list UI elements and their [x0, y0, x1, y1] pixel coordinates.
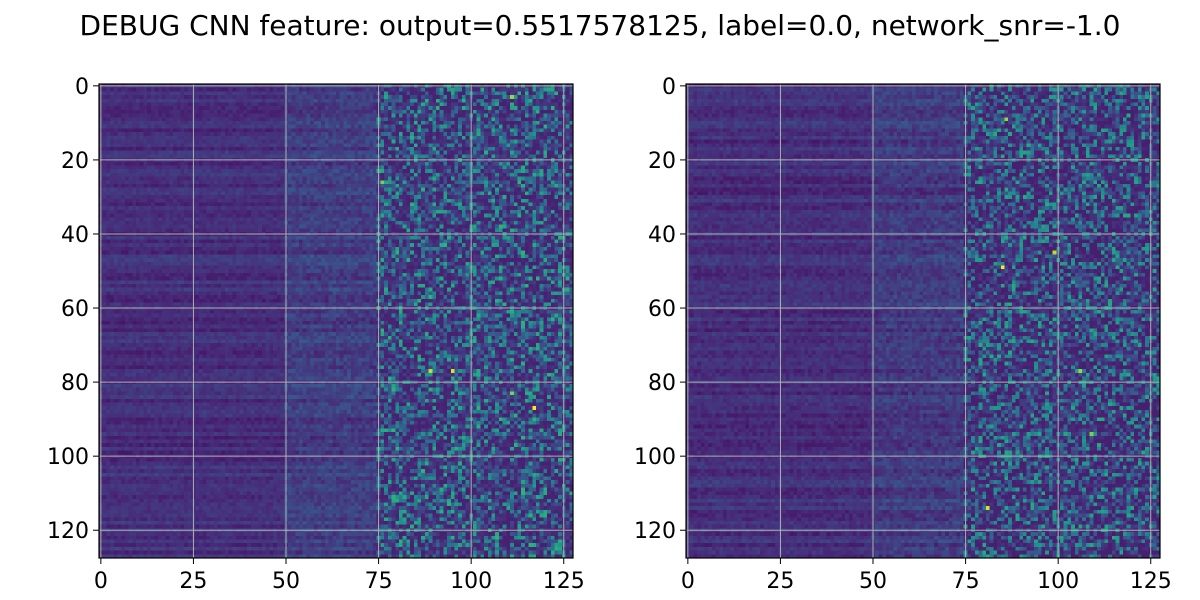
y-tick-label: 40 — [648, 223, 676, 248]
x-tick-label: 25 — [179, 569, 207, 594]
heatmap-cells — [99, 84, 573, 558]
y-tick-label: 60 — [61, 297, 89, 322]
x-tick-label: 50 — [859, 569, 887, 594]
y-tick-label: 0 — [662, 75, 676, 100]
y-tick-label: 40 — [61, 223, 89, 248]
heatmap-cells — [686, 84, 1160, 558]
x-tick-label: 75 — [952, 569, 980, 594]
y-tick-label: 0 — [75, 75, 89, 100]
y-tick-label: 80 — [648, 371, 676, 396]
x-tick-label: 125 — [1130, 569, 1172, 594]
y-tick-label: 20 — [61, 149, 89, 174]
y-tick-label: 120 — [634, 519, 676, 544]
x-tick-label: 0 — [94, 569, 108, 594]
x-tick-label: 0 — [681, 569, 695, 594]
y-tick-label: 20 — [648, 149, 676, 174]
axes-frame — [685, 83, 1161, 559]
y-tick-label: 100 — [47, 445, 89, 470]
figure-title: DEBUG CNN feature: output=0.5517578125, … — [79, 9, 1121, 42]
x-tick-label: 50 — [272, 569, 300, 594]
y-tick-label: 60 — [648, 297, 676, 322]
x-tick-label: 75 — [365, 569, 393, 594]
x-tick-label: 100 — [1037, 569, 1079, 594]
axes-frame — [98, 83, 574, 559]
x-tick-label: 25 — [766, 569, 794, 594]
y-tick-label: 120 — [47, 519, 89, 544]
y-tick-label: 80 — [61, 371, 89, 396]
y-tick-label: 100 — [634, 445, 676, 470]
x-tick-label: 100 — [450, 569, 492, 594]
x-tick-label: 125 — [543, 569, 585, 594]
